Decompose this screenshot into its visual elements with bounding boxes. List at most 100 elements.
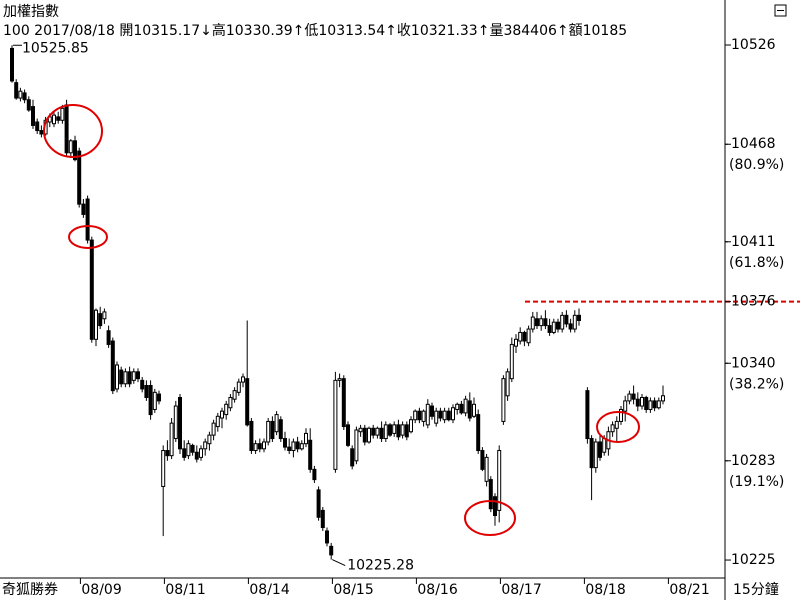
candle-body	[526, 328, 531, 344]
candle-body	[572, 314, 577, 330]
candle-body	[173, 405, 178, 440]
candle-body	[136, 371, 140, 380]
candle-body	[610, 424, 615, 433]
candle-body	[652, 400, 657, 409]
candle-body	[131, 371, 136, 381]
candle-body	[337, 378, 342, 381]
candle-body	[467, 400, 472, 419]
candle-body	[85, 198, 90, 241]
watermark-bg	[0, 580, 62, 599]
candle-body	[186, 443, 191, 457]
candle-body	[18, 90, 23, 99]
candle-body	[295, 441, 300, 450]
min-label: 10225.28	[347, 558, 414, 574]
candle-body	[81, 203, 86, 215]
candle-body	[509, 343, 514, 380]
candle-body	[400, 424, 405, 436]
y-tick-label: 10468	[731, 136, 776, 152]
candle-body	[312, 468, 317, 481]
candle-body	[157, 393, 161, 402]
candle-body	[627, 393, 632, 402]
x-tick-label: 08/09	[81, 582, 121, 598]
y-tick-label: 10526	[731, 37, 776, 53]
candle-body	[178, 396, 182, 450]
candle-body	[463, 398, 468, 414]
x-tick-label: 08/21	[669, 582, 709, 598]
candle-body	[413, 410, 418, 421]
candle-body	[140, 379, 145, 390]
candle-body	[228, 396, 233, 409]
candle-body	[656, 400, 661, 409]
candle-body	[640, 396, 644, 407]
candle-body	[497, 450, 502, 511]
candle-body	[598, 441, 602, 458]
candle-body	[14, 82, 19, 99]
candle-body	[325, 530, 329, 544]
candle-body	[635, 398, 640, 407]
candle-body	[291, 441, 296, 452]
candle-body	[211, 422, 216, 436]
max-label: 10525.85	[22, 40, 89, 56]
candle-body	[127, 371, 132, 385]
chart-title: 加權指數	[3, 4, 59, 20]
candle-body	[484, 456, 489, 482]
x-tick-label: 08/16	[417, 582, 457, 598]
candle-body	[245, 378, 250, 426]
candle-body	[98, 313, 103, 327]
candle-body	[539, 318, 544, 327]
candle-body	[64, 104, 69, 154]
fib-label: (61.8%)	[729, 255, 784, 271]
candle-body	[346, 424, 350, 446]
candle-body	[77, 150, 82, 205]
candle-body	[304, 432, 308, 445]
candle-body	[631, 393, 636, 400]
candle-body	[320, 509, 325, 529]
candle-body	[253, 443, 258, 452]
candle-body	[404, 424, 409, 438]
fib-label: (80.9%)	[729, 157, 784, 173]
candle-body	[623, 400, 628, 412]
candle-body	[110, 340, 115, 392]
y-tick-label: 10225	[731, 552, 776, 568]
candle-body	[375, 427, 380, 436]
candle-body	[459, 403, 464, 414]
candle-body	[262, 441, 266, 450]
candle-body	[266, 420, 271, 443]
candle-body	[220, 410, 224, 419]
candle-body	[543, 318, 548, 327]
x-tick-label: 08/18	[585, 582, 625, 598]
fib-label: (38.2%)	[729, 376, 784, 392]
watermark: 奇狐勝券	[2, 581, 58, 598]
candle-body	[199, 448, 203, 458]
candle-body	[396, 424, 401, 438]
candle-body	[501, 378, 506, 422]
candle-body	[257, 443, 262, 450]
x-tick-label: 08/14	[249, 582, 289, 598]
candle-body	[661, 395, 665, 402]
candle-body	[94, 309, 98, 340]
candle-body	[190, 444, 195, 453]
candle-body	[564, 314, 569, 325]
candle-body	[35, 121, 40, 132]
candle-body	[329, 545, 334, 556]
candle-body	[236, 381, 241, 393]
candle-body	[568, 323, 573, 330]
candle-body	[421, 410, 426, 422]
candle-body	[446, 410, 451, 421]
candle-body	[367, 427, 371, 443]
min-leader	[331, 559, 346, 567]
candle-body	[425, 403, 430, 426]
candle-body	[56, 116, 61, 121]
candle-body	[194, 451, 199, 460]
candle-body	[388, 424, 392, 436]
plot-area: 10525.85 10225.28	[10, 40, 800, 574]
candle-body	[514, 338, 518, 347]
candle-body	[308, 439, 313, 470]
candle-body	[249, 420, 254, 452]
candle-body	[148, 385, 153, 416]
candle-body	[350, 448, 355, 467]
candle-body	[417, 410, 422, 421]
candle-body	[472, 403, 476, 417]
